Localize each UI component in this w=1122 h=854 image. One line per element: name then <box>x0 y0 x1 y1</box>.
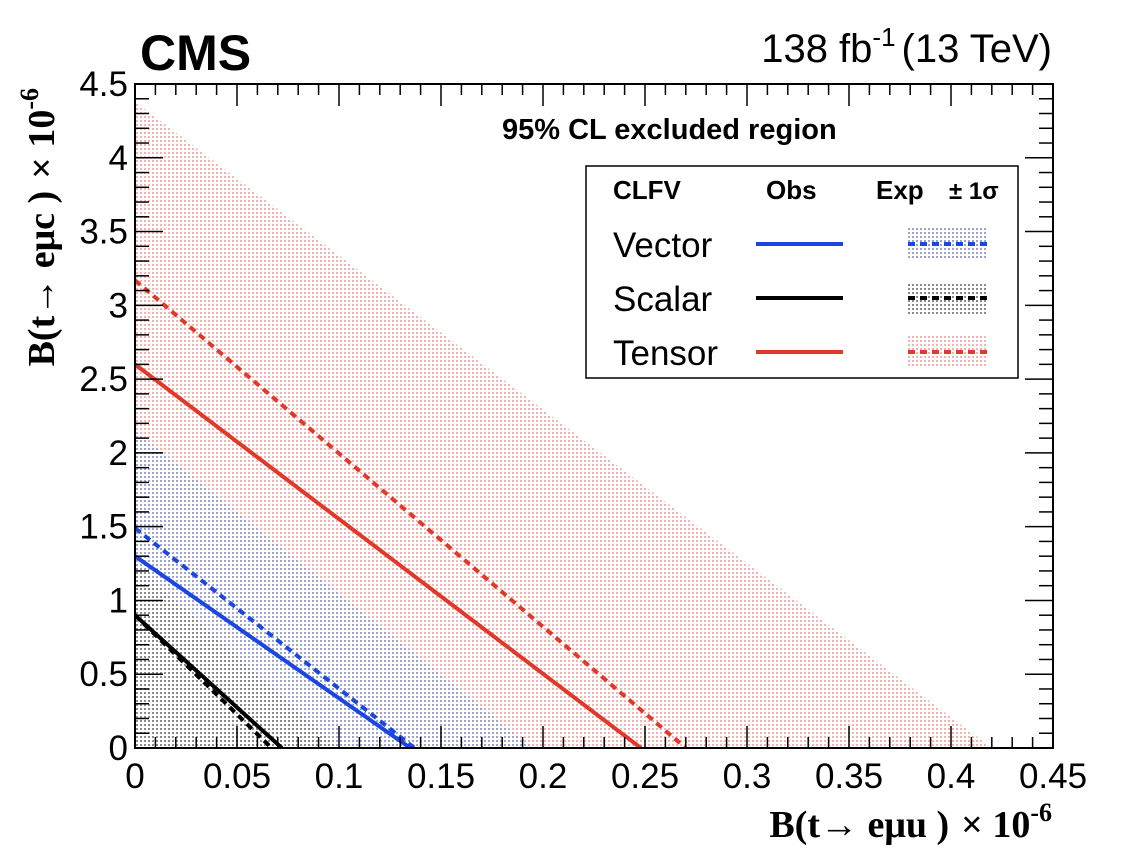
legend-label-tensor: Tensor <box>613 334 718 373</box>
energy-label: (13 TeV) <box>902 27 1052 71</box>
y-tick-label: 1.5 <box>79 508 128 547</box>
x-axis-title-exponent: -6 <box>1030 798 1052 827</box>
x-axis-title-main: B(t→ eμu ) <box>769 804 949 846</box>
legend-label-scalar: Scalar <box>613 280 713 319</box>
x-tick-label: 0.15 <box>407 757 475 796</box>
x-tick-label: 0.1 <box>315 757 364 796</box>
x-tick-label: 0.35 <box>815 757 883 796</box>
x-tick-label: 0.2 <box>519 757 568 796</box>
legend-header-obs: Obs <box>766 175 817 205</box>
y-tick-label: 1 <box>109 581 128 620</box>
observed-line-vector <box>135 554 412 748</box>
legend-header-exp: Exp <box>876 175 924 205</box>
y-axis-title-exponent: -6 <box>15 88 44 110</box>
y-axis-title-scale: × 10 <box>21 110 63 179</box>
band-tensor <box>135 101 992 748</box>
x-tick-label: 0.3 <box>723 757 772 796</box>
observed-line-tensor <box>135 362 643 748</box>
lumi-exponent: -1 <box>872 22 895 52</box>
y-axis-title-main: B(t→ eμc ) <box>21 191 63 367</box>
expected-line-tensor <box>135 278 688 748</box>
legend-label-vector: Vector <box>613 226 713 265</box>
x-axis-title-scale: × 10 <box>961 804 1030 846</box>
x-tick-label: 0.25 <box>611 757 679 796</box>
legend-header-sigma: ± 1σ <box>949 178 999 205</box>
y-tick-label: 4.5 <box>79 65 128 104</box>
x-tick-label: 0.4 <box>927 757 976 796</box>
x-tick-label: 0.05 <box>203 757 271 796</box>
legend: CLFV Obs Exp ± 1σ Vector Scalar Tensor <box>585 165 1019 379</box>
x-tick-label: 0 <box>125 757 144 796</box>
y-axis-title: B(t→ eμc ) × 10-6 <box>15 88 63 366</box>
y-tick-label: 3 <box>109 286 128 325</box>
expected-line-scalar <box>135 613 274 748</box>
y-tick-label: 2 <box>109 434 128 473</box>
y-tick-label: 0.5 <box>79 655 128 694</box>
y-tick-label: 4 <box>109 139 128 178</box>
x-axis-title: B(t→ eμu ) × 10-6 <box>769 798 1052 846</box>
cl-annotation: 95% CL excluded region <box>502 114 837 146</box>
y-tick-label: 2.5 <box>79 360 128 399</box>
band-scalar <box>135 563 339 748</box>
legend-header-clfv: CLFV <box>613 175 682 205</box>
x-tick-label: 0.45 <box>1019 757 1087 796</box>
lumi-prefix: 138 fb <box>761 27 872 71</box>
y-tick-label: 3.5 <box>79 213 128 252</box>
experiment-label: CMS <box>140 25 251 81</box>
observed-line-scalar <box>135 613 284 748</box>
y-tick-label: 0 <box>109 729 128 768</box>
luminosity-label: 138 fb-1 (13 TeV) <box>761 22 1052 71</box>
plot-frame <box>134 83 1054 749</box>
